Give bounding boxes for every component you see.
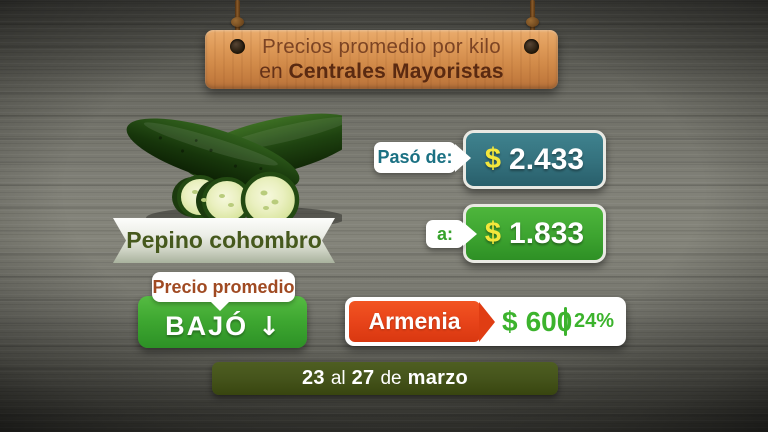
rope-icon <box>526 0 539 50</box>
product-ribbon: Pepino cohombro <box>113 218 335 263</box>
sign-hole-icon <box>524 39 539 54</box>
currency-symbol: $ <box>502 305 518 337</box>
to-label: a: <box>436 223 453 244</box>
from-label-tag: Pasó de: <box>374 142 456 173</box>
market-city: Armenia <box>368 308 461 334</box>
from-price-value: 2.433 <box>509 142 585 176</box>
wooden-sign: Precios promedio por kilo en Centrales M… <box>205 30 558 89</box>
market-price: $ 600 <box>502 297 572 346</box>
header-line2-bold: Centrales Mayoristas <box>288 60 504 84</box>
down-arrow-icon: ↓ <box>258 312 280 342</box>
market-city-tag: Armenia <box>349 301 480 342</box>
market-percent: 24% <box>574 310 615 332</box>
from-label: Pasó de: <box>377 147 453 167</box>
date-preposition: de <box>380 367 402 389</box>
trend-direction: BAJÓ <box>165 311 249 341</box>
sign-hole-icon <box>230 39 245 54</box>
header-line1: Precios promedio por kilo <box>262 34 501 58</box>
header-line2: en Centrales Mayoristas <box>259 59 503 85</box>
date-month: marzo <box>407 367 469 389</box>
market-price-card: Armenia $ 600 24% <box>345 297 626 346</box>
date-connector: al <box>330 367 346 389</box>
rope-icon <box>231 0 244 50</box>
product-name: Pepino cohombro <box>126 227 322 253</box>
cucumber-image <box>126 113 342 230</box>
trend-label: Precio promedio <box>152 276 295 297</box>
currency-symbol: $ <box>484 143 502 175</box>
to-price-box: $ 1.833 <box>463 204 606 263</box>
date-range-bar: 23 al 27 de marzo <box>212 362 558 395</box>
to-label-tag: a: <box>426 220 464 248</box>
currency-symbol: $ <box>484 217 502 249</box>
trend-label-bubble: Precio promedio <box>152 272 295 311</box>
date-end-day: 27 <box>351 367 375 389</box>
from-price-box: $ 2.433 <box>463 130 606 189</box>
date-start-day: 23 <box>301 367 325 389</box>
divider-line <box>564 307 567 336</box>
header-line2-prefix: en <box>259 60 283 84</box>
to-price-value: 1.833 <box>509 216 585 250</box>
